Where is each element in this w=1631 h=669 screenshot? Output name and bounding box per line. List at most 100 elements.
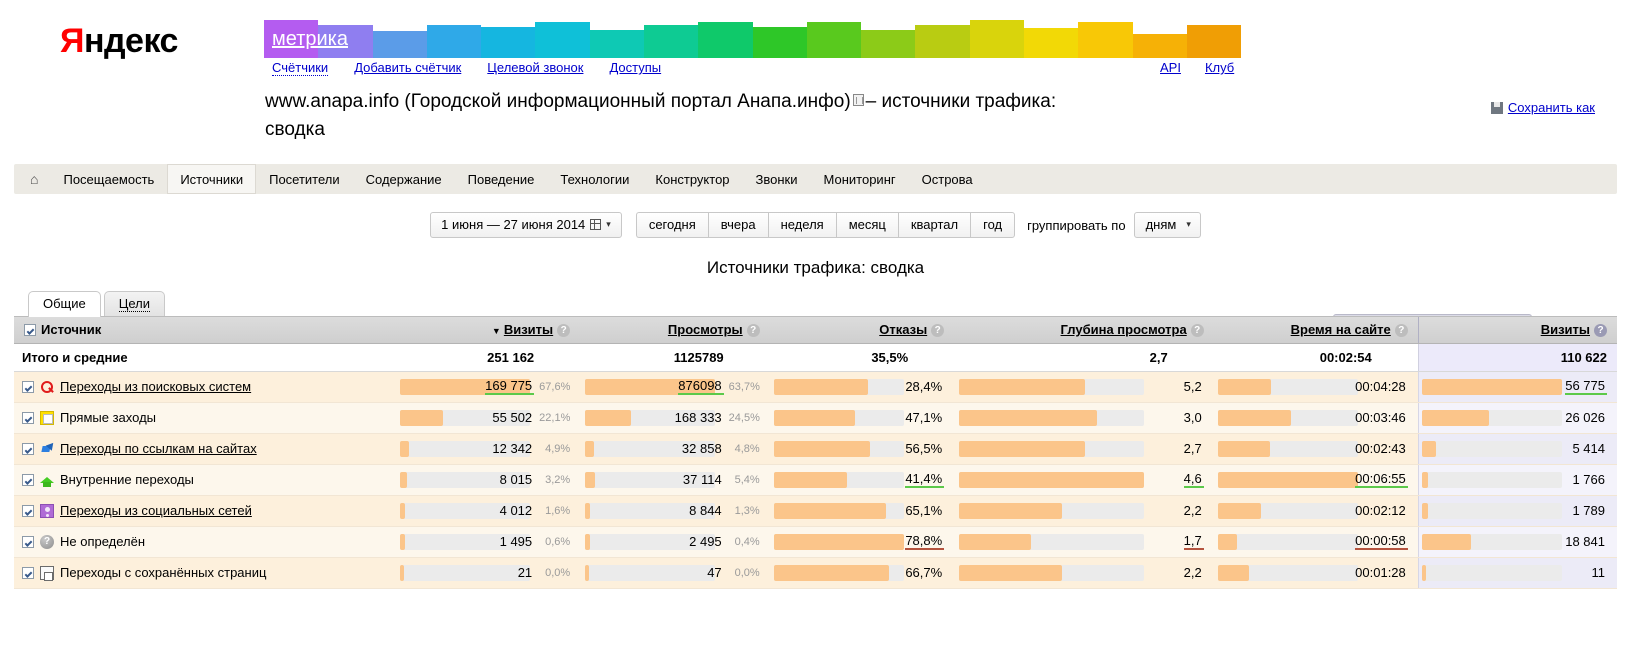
metric-cell-bounce: 66,7%	[769, 557, 955, 589]
metric-cell-views: 876098 63,7%	[580, 371, 770, 403]
bar-track	[1422, 564, 1562, 581]
bar-fill	[1422, 533, 1471, 550]
api-link-0[interactable]: API	[1160, 60, 1181, 75]
bar-fill	[400, 533, 406, 550]
header-link-1[interactable]: Добавить счётчик	[354, 60, 462, 75]
nav-item-9[interactable]: Мониторинг	[823, 171, 896, 187]
rainbow-block	[1186, 25, 1242, 58]
report-tab-1[interactable]: Цели	[103, 291, 166, 316]
metric-percent: 1,3%	[734, 504, 760, 517]
row-checkbox[interactable]	[22, 473, 34, 486]
header-link-2[interactable]: Целевой звонок	[487, 60, 584, 75]
nav-item-10[interactable]: Острова	[921, 171, 973, 187]
nav-item-8[interactable]: Звонки	[755, 171, 798, 187]
col-header-returned-visits[interactable]: Визиты?	[1417, 317, 1617, 344]
date-preset-0[interactable]: сегодня	[635, 212, 708, 238]
page-title-site: www.anapa.info (Городской информационный…	[265, 91, 851, 112]
select-all-checkbox[interactable]	[24, 324, 36, 337]
bar-fill	[1422, 378, 1562, 395]
nav-item-home[interactable]: ⌂	[14, 164, 50, 194]
table-row[interactable]: Не определён 1 495 0,6% 2 495 0,4% 78,8% 1,7 00…	[14, 526, 1617, 558]
report-tabs: Общие Цели	[28, 291, 1631, 317]
nav-item-4[interactable]: Содержание	[365, 171, 442, 187]
metric-value: 65,1%	[905, 503, 943, 518]
col-header-views-label[interactable]: Просмотры	[667, 322, 743, 338]
col-header-returned-visits-label[interactable]: Визиты	[1540, 322, 1590, 338]
nav-item-3[interactable]: Посетители	[269, 171, 340, 187]
metric-cell-views: 37 114 5,4%	[580, 464, 770, 496]
help-icon[interactable]: ?	[1190, 324, 1204, 338]
row-checkbox[interactable]	[22, 535, 34, 548]
metric-percent: 0,0%	[734, 566, 760, 579]
help-icon[interactable]: ?	[1594, 324, 1607, 338]
nav-item-6[interactable]: Технологии	[560, 171, 630, 187]
col-header-bounce[interactable]: Отказы?	[769, 317, 955, 344]
rainbow-block	[698, 22, 753, 58]
date-preset-group: сегодня вчера неделя месяц квартал год	[635, 212, 1016, 238]
metric-percent: 4,8%	[734, 442, 760, 455]
table-row[interactable]: Переходы из поисковых систем 169 775 67,6%…	[14, 371, 1617, 403]
header-link-3[interactable]: Доступы	[609, 60, 662, 75]
header-link-0[interactable]: Счётчики	[272, 60, 329, 76]
date-preset-1[interactable]: вчера	[707, 212, 768, 238]
table-row[interactable]: Переходы из социальных сетей 4 012 1,6% 8 8…	[14, 495, 1617, 527]
table-row[interactable]: Переходы с сохранённых страниц 21 0,0% 47 0,…	[14, 557, 1617, 589]
help-icon[interactable]: ?	[931, 324, 945, 338]
date-preset-3[interactable]: месяц	[835, 212, 898, 238]
totals-cell-depth: 2,7	[954, 343, 1214, 372]
metrika-product-link[interactable]: метрика	[272, 28, 348, 50]
bar-fill	[400, 502, 406, 519]
nav-item-2[interactable]: Источники	[167, 164, 257, 194]
date-range-label: 1 июня — 27 июня 2014	[441, 217, 586, 232]
metric-value: 00:06:55	[1355, 471, 1408, 488]
table-row[interactable]: Прямые заходы 55 502 22,1% 168 333 24,5% 47,1…	[14, 402, 1617, 434]
date-range-button[interactable]: 1 июня — 27 июня 2014 ▾	[430, 212, 622, 238]
api-link-1[interactable]: Клуб	[1204, 60, 1235, 75]
row-checkbox[interactable]	[22, 442, 34, 455]
col-header-source[interactable]: Источник	[14, 317, 396, 344]
col-header-views[interactable]: Просмотры?	[580, 317, 770, 344]
col-header-bounce-label[interactable]: Отказы	[879, 322, 928, 338]
source-label[interactable]: Переходы из социальных сетей	[60, 503, 252, 518]
nav-item-1[interactable]: Посещаемость	[63, 171, 155, 187]
col-header-time-label[interactable]: Время на сайте	[1290, 322, 1391, 338]
date-preset-2[interactable]: неделя	[767, 212, 836, 238]
bar-fill	[1217, 564, 1249, 581]
report-tab-0[interactable]: Общие	[28, 291, 101, 317]
help-icon[interactable]: ?	[1394, 324, 1408, 338]
col-header-depth[interactable]: Глубина просмотра?	[954, 317, 1214, 344]
metric-cell-visits: 55 502 22,1%	[395, 402, 581, 434]
row-checkbox[interactable]	[22, 566, 34, 579]
bar-fill	[1217, 440, 1270, 457]
save-as-control[interactable]: Сохранить как	[1490, 100, 1595, 115]
bar-fill	[584, 502, 590, 519]
row-checkbox[interactable]	[22, 380, 34, 393]
help-icon[interactable]: ?	[557, 324, 571, 338]
source-cell: Прямые заходы	[14, 402, 396, 434]
col-header-visits-label[interactable]: Визиты	[503, 322, 554, 338]
col-header-visits[interactable]: ▼ Визиты?	[395, 317, 581, 344]
col-header-time[interactable]: Время на сайте?	[1213, 317, 1419, 344]
nav-item-7[interactable]: Конструктор	[655, 171, 730, 187]
metric-value: 168 333	[674, 410, 722, 425]
bar-fill	[584, 533, 590, 550]
nav-item-5[interactable]: Поведение	[467, 171, 535, 187]
totals-cell-label: Итого и средние	[14, 343, 396, 372]
source-label[interactable]: Переходы по ссылкам на сайтах	[60, 441, 257, 456]
yandex-logo: Яндекс	[60, 22, 178, 61]
source-label[interactable]: Переходы из поисковых систем	[60, 379, 252, 394]
date-preset-5[interactable]: год	[970, 212, 1016, 238]
row-checkbox[interactable]	[22, 411, 34, 424]
table-row[interactable]: Внутренние переходы 8 015 3,2% 37 114 5,4% 41…	[14, 464, 1617, 496]
col-header-depth-label[interactable]: Глубина просмотра	[1060, 322, 1187, 338]
metric-value: 1 766	[1572, 472, 1605, 487]
unknown-icon	[40, 534, 54, 549]
group-by-select[interactable]: дням ▾	[1133, 212, 1201, 238]
row-checkbox[interactable]	[22, 504, 34, 517]
metric-value: 1,7	[1183, 533, 1204, 550]
metric-value: 8 015	[499, 472, 533, 487]
date-preset-4[interactable]: квартал	[897, 212, 971, 238]
table-row[interactable]: Переходы по ссылкам на сайтах 12 342 4,9% 3…	[14, 433, 1617, 465]
help-icon[interactable]: ?	[746, 324, 760, 338]
save-as-link[interactable]: Сохранить как	[1507, 100, 1595, 115]
